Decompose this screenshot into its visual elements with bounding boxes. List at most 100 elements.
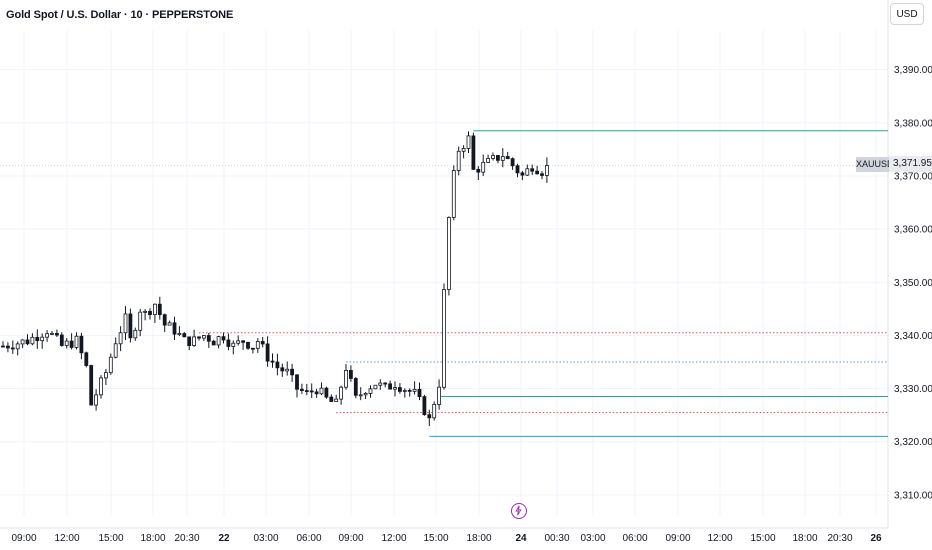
candle <box>481 154 486 176</box>
time-tick-label: 06:00 <box>622 533 647 544</box>
candle <box>437 379 442 410</box>
candles <box>1 131 549 427</box>
candle <box>324 386 329 399</box>
candle <box>334 394 339 402</box>
candle <box>118 326 123 352</box>
candle <box>74 332 79 350</box>
time-tick-label: 24 <box>515 533 527 544</box>
lightning-icon <box>515 505 522 516</box>
candle <box>211 339 216 346</box>
candle <box>442 283 446 390</box>
price-tick-label: 3,340.00 <box>894 331 932 342</box>
candle <box>10 340 15 354</box>
candle <box>486 154 491 164</box>
price-tick-label: 3,370.00 <box>894 171 932 182</box>
candle <box>275 353 280 376</box>
candle <box>162 313 167 332</box>
time-tick-label: 18:00 <box>140 533 165 544</box>
candle <box>451 165 456 221</box>
candle <box>304 383 309 396</box>
candle <box>446 216 451 296</box>
candle <box>535 165 539 175</box>
candle <box>407 388 412 397</box>
time-tick-label: 12:00 <box>707 533 732 544</box>
candle <box>432 401 437 421</box>
candle <box>84 351 89 368</box>
price-tick-label: 3,330.00 <box>894 384 932 395</box>
time-tick-label: 06:00 <box>296 533 321 544</box>
price-tick-label: 3,380.00 <box>894 118 932 129</box>
price-tick-label: 3,310.00 <box>894 490 932 501</box>
candle <box>35 329 40 349</box>
candle <box>231 340 236 355</box>
price-tick-label: 3,350.00 <box>894 278 932 289</box>
candle <box>167 320 172 326</box>
time-tick-label: 09:00 <box>338 533 363 544</box>
candle <box>201 334 206 342</box>
time-tick-label: 20:30 <box>827 533 852 544</box>
candle <box>280 363 285 377</box>
candle <box>99 375 103 399</box>
candle <box>108 353 113 375</box>
candle <box>290 363 295 382</box>
candle <box>1 341 5 348</box>
time-tick-label: 03:00 <box>580 533 605 544</box>
candle <box>123 306 128 341</box>
candle <box>20 339 25 349</box>
candle <box>314 388 319 398</box>
candle <box>143 309 148 321</box>
chart-grid <box>0 0 889 529</box>
candle <box>236 335 241 346</box>
candle <box>187 336 192 351</box>
candle <box>427 409 432 427</box>
chart-title: Gold Spot / U.S. Dollar · 10 · PEPPERSTO… <box>6 9 234 21</box>
candle <box>192 329 197 347</box>
candle <box>363 392 368 399</box>
candle <box>113 337 118 359</box>
candle <box>299 383 304 394</box>
candle <box>221 332 226 344</box>
candle <box>157 296 162 320</box>
candle <box>530 164 535 176</box>
candle <box>104 368 108 386</box>
candle <box>250 347 255 354</box>
candle <box>545 157 549 183</box>
candle <box>133 327 138 341</box>
candle <box>241 340 246 350</box>
candle <box>319 382 324 396</box>
price-tick-label: 3,360.00 <box>894 225 932 236</box>
candle <box>64 338 69 349</box>
candle <box>94 389 98 411</box>
time-tick-label: 18:00 <box>466 533 491 544</box>
candle <box>471 132 476 171</box>
candle <box>373 384 378 390</box>
candle <box>500 148 505 168</box>
event-marker-icon[interactable] <box>511 503 527 519</box>
candle <box>226 333 231 351</box>
candle <box>388 380 393 390</box>
candle <box>59 332 64 347</box>
time-tick-label: 20:30 <box>174 533 199 544</box>
candle <box>353 376 358 399</box>
time-tick-label: 15:00 <box>423 533 448 544</box>
candle <box>417 382 422 401</box>
time-tick-label: 15:00 <box>98 533 123 544</box>
time-tick-label: 09:00 <box>11 533 36 544</box>
candle <box>505 151 510 160</box>
candle <box>525 164 530 176</box>
candle <box>25 334 30 346</box>
candle <box>422 394 427 416</box>
candle <box>495 155 500 164</box>
candle <box>246 341 250 350</box>
candle <box>182 332 187 338</box>
candle <box>339 385 344 405</box>
candle <box>260 336 265 348</box>
price-tick-label: 3,320.00 <box>894 437 932 448</box>
candle <box>45 330 49 342</box>
level-lines <box>0 130 888 437</box>
candle <box>456 146 461 176</box>
currency-button[interactable]: USD <box>890 3 924 25</box>
candle <box>412 381 417 395</box>
candle <box>148 308 152 320</box>
